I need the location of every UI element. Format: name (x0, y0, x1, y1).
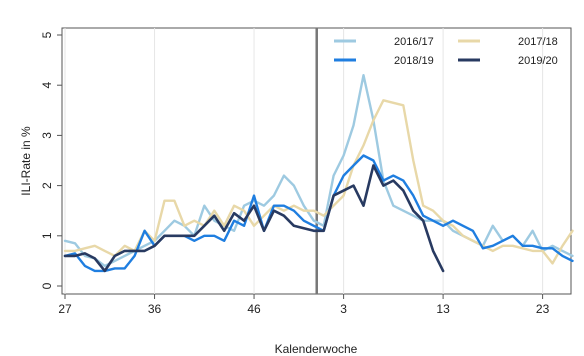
y-tick-label: 5 (40, 31, 54, 38)
x-tick-label: 3 (340, 302, 347, 316)
y-axis-title: ILI-Rate in % (19, 126, 33, 196)
legend-label: 2019/20 (518, 55, 558, 67)
x-axis-title: Kalenderwoche (275, 342, 358, 356)
x-tick-label: 13 (436, 302, 450, 316)
x-tick-label: 27 (58, 302, 72, 316)
x-axis: 27 36 46 3 13 23 (58, 294, 550, 316)
x-tick-label: 36 (148, 302, 162, 316)
series-line-2019-20 (63, 164, 445, 273)
series-lines (63, 73, 574, 273)
y-tick-label: 1 (40, 232, 54, 239)
y-tick-label: 3 (40, 132, 54, 139)
y-tick-label: 4 (40, 82, 54, 89)
y-tick-label: 0 (40, 282, 54, 289)
series-line-2016-17 (63, 73, 574, 268)
y-axis: 0 1 2 3 4 5 (40, 31, 62, 289)
legend-label: 2018/19 (394, 55, 434, 67)
series-line-2017-18 (63, 99, 574, 265)
legend: 2016/17 2017/18 2018/19 2019/20 (334, 36, 558, 67)
y-tick-label: 2 (40, 182, 54, 189)
legend-label: 2016/17 (394, 36, 434, 48)
x-tick-label: 23 (536, 302, 550, 316)
legend-label: 2017/18 (518, 36, 558, 48)
x-tick-label: 46 (247, 302, 261, 316)
series-line-2018-19 (63, 154, 574, 273)
